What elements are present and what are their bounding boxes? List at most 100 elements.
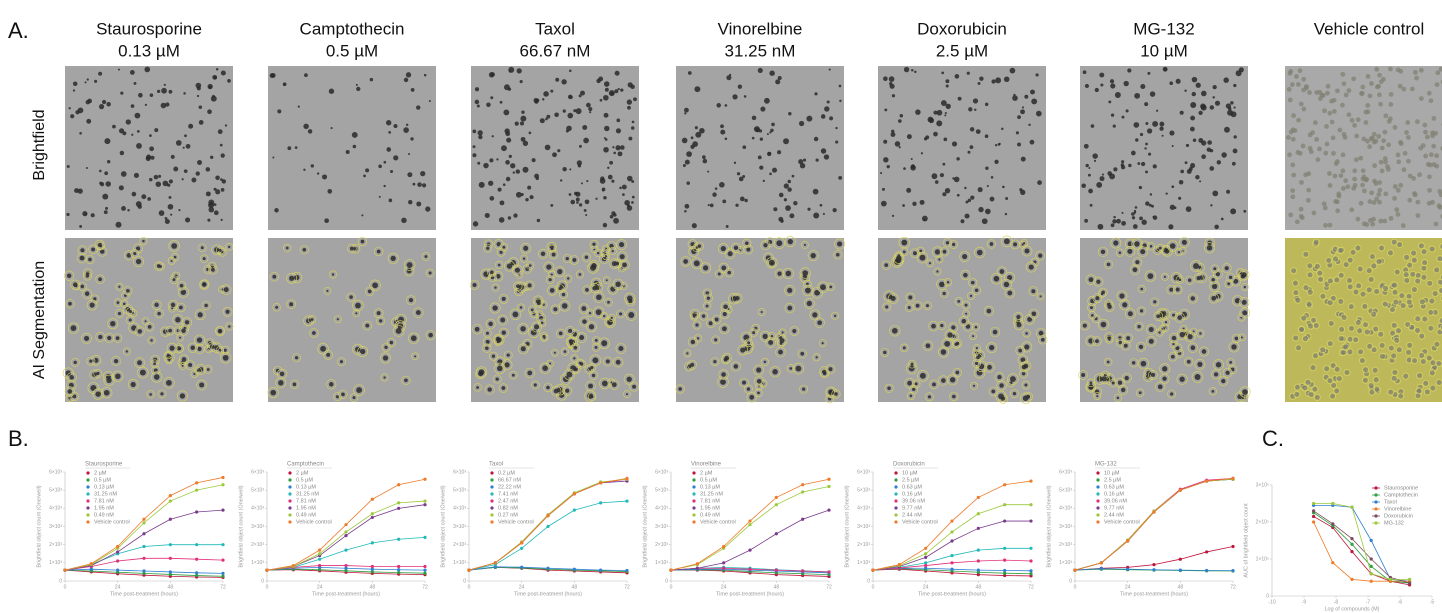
cell (1403, 374, 1408, 379)
legend-label: Vinorelbine (1384, 506, 1411, 512)
cell (1139, 186, 1142, 189)
cell (1300, 215, 1305, 220)
cell (912, 388, 915, 391)
cell (1328, 183, 1333, 188)
cell (227, 79, 231, 83)
legend-marker (86, 499, 89, 502)
cell (90, 385, 96, 391)
cell (622, 185, 627, 190)
data-point (827, 509, 830, 512)
cell (179, 306, 183, 310)
y-tick-label: 6×10³ (49, 469, 62, 475)
cell (1333, 256, 1338, 261)
cell (166, 380, 172, 386)
cell (603, 315, 605, 317)
cell (383, 376, 385, 378)
cell (835, 127, 837, 129)
cell (1422, 249, 1427, 254)
cell (814, 92, 817, 95)
cell (994, 160, 998, 164)
cell (123, 303, 126, 306)
cell (1425, 390, 1430, 395)
legend-marker (86, 478, 89, 481)
cell (1084, 219, 1088, 223)
data-point (1370, 539, 1373, 542)
cell (820, 204, 823, 207)
cell (1024, 248, 1029, 253)
cell (1406, 350, 1411, 355)
data-point (625, 477, 628, 480)
cell (742, 381, 746, 385)
legend-marker (288, 485, 291, 488)
cell (631, 126, 635, 130)
legend-label: 2 µM (296, 470, 309, 476)
cell (572, 258, 576, 262)
cell (1422, 266, 1427, 271)
cell (688, 71, 692, 75)
treatment-dose: 0.13 µM (118, 41, 180, 60)
cell (1348, 284, 1353, 289)
cell (1339, 173, 1344, 178)
cell (784, 198, 787, 201)
cell (1022, 106, 1024, 108)
cell (161, 88, 167, 94)
cell (477, 105, 480, 108)
cell (995, 144, 997, 146)
cell (1198, 138, 1203, 143)
cell (579, 273, 582, 276)
cell (952, 395, 956, 399)
cell (215, 189, 220, 194)
cell (159, 210, 165, 216)
cell (1016, 322, 1021, 327)
cell (913, 251, 917, 255)
legend-marker (1374, 521, 1377, 524)
treatment-dose: 31.25 nM (725, 41, 796, 60)
data-point (573, 568, 576, 571)
x-tick-label: 24 (115, 584, 121, 590)
legend-title: MG-132 (1095, 462, 1117, 468)
cell (683, 259, 688, 264)
cell (1102, 376, 1107, 381)
cell (1178, 251, 1180, 253)
cell (710, 204, 714, 208)
cell (1088, 385, 1093, 390)
cell (1398, 394, 1403, 399)
cell (1024, 344, 1029, 349)
cell (596, 294, 602, 300)
cell (516, 169, 520, 173)
cell (1397, 347, 1402, 352)
legend-title: Camptothecin (287, 462, 324, 468)
legend-marker (894, 471, 897, 474)
cell (1412, 358, 1417, 363)
cell (531, 329, 537, 335)
cell (569, 69, 572, 72)
cell (1420, 299, 1425, 304)
treatment-name: Doxorubicin (917, 19, 1007, 38)
cell (614, 89, 618, 93)
cell (910, 395, 913, 398)
cell (887, 387, 890, 390)
cell (1357, 328, 1362, 333)
cell (1303, 172, 1308, 177)
cell (555, 78, 559, 82)
cell (363, 174, 366, 177)
data-point (423, 572, 426, 575)
y-tick-label: 1×10³ (453, 560, 466, 566)
cell (684, 210, 687, 213)
cell (632, 385, 636, 389)
legend-marker (288, 520, 291, 523)
cell (966, 200, 969, 203)
cell (982, 218, 988, 224)
cell (221, 70, 226, 75)
cell (991, 390, 995, 394)
cell (915, 109, 921, 115)
cell (1147, 72, 1150, 75)
data-point (599, 481, 602, 484)
data-point (1350, 550, 1353, 553)
cell (161, 103, 167, 109)
cell (416, 310, 421, 315)
cell (975, 362, 978, 365)
cell (944, 341, 950, 347)
cell (286, 247, 289, 250)
legend-label: Vehicle control (902, 519, 938, 525)
